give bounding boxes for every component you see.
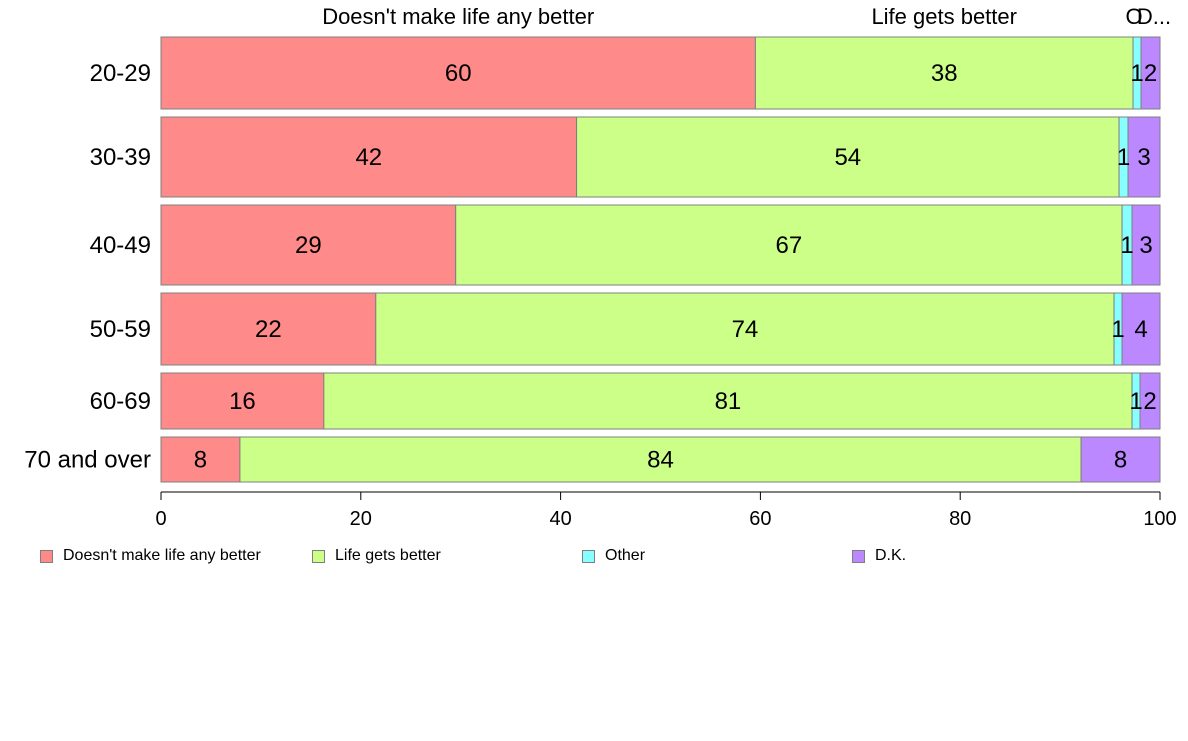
data-label: 1 bbox=[1111, 316, 1124, 343]
top-label: Life gets better bbox=[871, 4, 1017, 29]
category-label: 40-49 bbox=[90, 232, 151, 259]
data-label: 4 bbox=[1134, 316, 1147, 343]
data-label: 22 bbox=[255, 316, 282, 343]
category-labels: 20-29 30-39 40-49 50-59 60-69 70 and over bbox=[24, 60, 151, 474]
bar-1-70-and-over bbox=[160, 436, 241, 483]
bars bbox=[160, 36, 1161, 483]
category-label: 20-29 bbox=[90, 60, 151, 87]
data-label: 38 bbox=[931, 60, 958, 87]
data-label: 16 bbox=[229, 388, 256, 415]
category-label: 30-39 bbox=[90, 144, 151, 171]
legend-swatch bbox=[40, 549, 53, 563]
data-label: 74 bbox=[732, 316, 759, 343]
x-tick-label: 80 bbox=[949, 508, 971, 530]
x-tick-label: 40 bbox=[549, 508, 571, 530]
legend-item: Other bbox=[582, 547, 645, 565]
data-label: 2 bbox=[1144, 60, 1157, 87]
data-label: 2 bbox=[1143, 388, 1156, 415]
legend-swatch bbox=[582, 549, 595, 563]
x-tick-label: 60 bbox=[749, 508, 771, 530]
legend-label: D.K. bbox=[875, 547, 907, 564]
data-label: 3 bbox=[1137, 144, 1150, 171]
top-labels: Doesn't make life any better Life gets be… bbox=[322, 4, 1171, 29]
bar-2-30-39 bbox=[576, 116, 1120, 198]
bar-2-70-and-over bbox=[239, 436, 1082, 483]
bar-2-20-29 bbox=[754, 36, 1134, 110]
data-label: 84 bbox=[647, 447, 674, 474]
bar-1-40-49 bbox=[160, 204, 457, 286]
x-tick-label: 20 bbox=[350, 508, 372, 530]
data-label: 3 bbox=[1139, 232, 1152, 259]
legend-item: Doesn't make life any better bbox=[40, 547, 261, 565]
legend-swatch bbox=[852, 549, 865, 563]
top-label: O bbox=[1125, 4, 1142, 29]
data-label: 42 bbox=[355, 144, 382, 171]
bar-4-60-69 bbox=[1139, 372, 1161, 430]
bar-4-50-59 bbox=[1121, 292, 1161, 366]
legend-swatch bbox=[312, 549, 325, 563]
data-label: 60 bbox=[445, 60, 472, 87]
data-labels: 60 38 1 242 54 1 329 67 1 322 74 1 416 81 1 28 84 8 bbox=[194, 60, 1157, 474]
category-label: 50-59 bbox=[90, 316, 151, 343]
bar-2-40-49 bbox=[455, 204, 1123, 286]
category-label: 60-69 bbox=[90, 388, 151, 415]
data-label: 29 bbox=[295, 232, 322, 259]
x-axis: 0 20 40 60 80 100 bbox=[155, 491, 1177, 530]
data-label: 1 bbox=[1130, 60, 1143, 87]
x-tick-label: 100 bbox=[1143, 508, 1176, 530]
bar-2-60-69 bbox=[323, 372, 1133, 430]
legend-item: Life gets better bbox=[312, 547, 441, 565]
data-label: 81 bbox=[715, 388, 742, 415]
bar-1-60-69 bbox=[160, 372, 325, 430]
data-label: 1 bbox=[1117, 144, 1130, 171]
bar-4-20-29 bbox=[1140, 36, 1161, 110]
legend-label: Life gets better bbox=[335, 547, 441, 564]
bar-4-40-49 bbox=[1131, 204, 1161, 286]
legend: Doesn't make life any better Life gets be… bbox=[40, 547, 1160, 569]
top-label: Doesn't make life any better bbox=[322, 4, 594, 29]
x-tick-label: 0 bbox=[155, 508, 166, 530]
data-label: 1 bbox=[1120, 232, 1133, 259]
data-label: 1 bbox=[1129, 388, 1142, 415]
top-label: D... bbox=[1137, 4, 1171, 29]
bar-4-70-and-over bbox=[1080, 436, 1161, 483]
bar-1-30-39 bbox=[160, 116, 578, 198]
data-label: 8 bbox=[1114, 447, 1127, 474]
legend-label: Other bbox=[605, 547, 646, 564]
bar-4-30-39 bbox=[1127, 116, 1161, 198]
data-label: 54 bbox=[834, 144, 861, 171]
data-label: 67 bbox=[776, 232, 803, 259]
bar-1-20-29 bbox=[160, 36, 756, 110]
data-label: 8 bbox=[194, 447, 207, 474]
category-label: 70 and over bbox=[24, 447, 151, 474]
bar-1-50-59 bbox=[160, 292, 377, 366]
legend-label: Doesn't make life any better bbox=[63, 547, 261, 564]
legend-item: D.K. bbox=[852, 547, 906, 565]
